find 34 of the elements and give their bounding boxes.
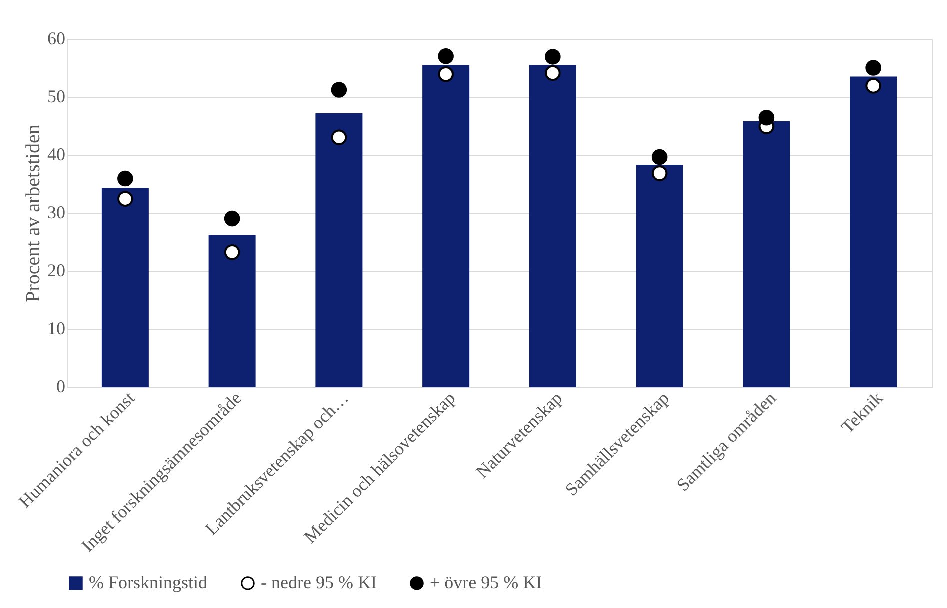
point: [652, 149, 668, 166]
y-axis-title: Procent av arbetstiden: [22, 124, 44, 302]
point: [758, 110, 775, 126]
point: [545, 65, 561, 82]
legend-label: - nedre 95 % KI: [261, 572, 377, 592]
point: [545, 49, 561, 65]
legend-label: % Forskningstid: [89, 572, 208, 592]
bar: [316, 113, 363, 388]
y-tick-label: 50: [48, 86, 66, 106]
bar: [743, 121, 790, 388]
y-tick-label: 10: [48, 318, 66, 338]
bar: [102, 188, 149, 388]
point: [331, 82, 348, 98]
point: [118, 170, 134, 187]
y-tick-label: 20: [48, 260, 66, 280]
bar: [850, 76, 898, 388]
point: [866, 60, 882, 76]
bar: [208, 235, 256, 388]
y-tick-label: 40: [48, 144, 66, 164]
point: [438, 48, 454, 64]
point: [652, 166, 668, 182]
bar: [529, 65, 576, 388]
point: [331, 130, 348, 146]
y-tick-label: 0: [56, 376, 66, 396]
y-tick-label: 30: [48, 202, 66, 222]
bar: [636, 164, 684, 388]
point: [866, 78, 882, 94]
point: [224, 210, 240, 227]
point: [438, 66, 454, 82]
point: [224, 244, 240, 260]
legend-label: + övre 95 % KI: [430, 572, 542, 592]
y-tick-label: 60: [48, 28, 66, 48]
point: [118, 191, 134, 207]
bar: [422, 65, 470, 388]
